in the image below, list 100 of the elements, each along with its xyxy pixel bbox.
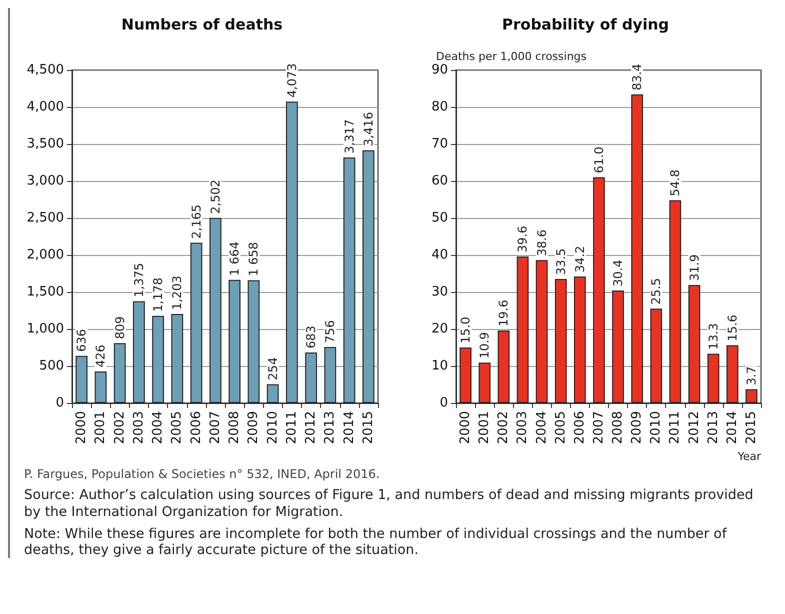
y-tick-label: 20 bbox=[431, 322, 448, 336]
x-tick-label: 2015 bbox=[360, 411, 376, 444]
x-tick-label: 2007 bbox=[208, 411, 223, 444]
x-tick-label: 2004 bbox=[150, 411, 166, 444]
bar bbox=[726, 345, 738, 403]
data-label: 13.3 bbox=[706, 323, 720, 350]
data-label: 426 bbox=[94, 344, 108, 368]
data-label: 1 658 bbox=[246, 242, 261, 276]
x-tick-label: 2008 bbox=[610, 411, 626, 444]
bar bbox=[612, 290, 624, 403]
chart-title: Probability of dying bbox=[502, 16, 670, 34]
data-label: 1,178 bbox=[151, 277, 166, 312]
bar bbox=[152, 316, 164, 403]
bar bbox=[688, 284, 700, 403]
bar bbox=[133, 301, 145, 403]
x-tick-label: 2015 bbox=[744, 411, 759, 444]
data-label: 3,317 bbox=[342, 119, 356, 154]
data-label: 3,416 bbox=[361, 112, 376, 146]
x-tick-label: 2003 bbox=[131, 411, 146, 444]
x-tick-label: 2013 bbox=[322, 411, 338, 444]
data-label: 39.6 bbox=[516, 226, 530, 252]
y-axis-title: Deaths per 1,000 crossings bbox=[436, 50, 587, 63]
x-tick-label: 2010 bbox=[648, 411, 664, 444]
bar bbox=[631, 94, 644, 403]
bar bbox=[266, 384, 279, 403]
data-label: 809 bbox=[112, 316, 127, 340]
x-tick-label: 2009 bbox=[246, 411, 262, 444]
data-label: 1,375 bbox=[132, 262, 146, 298]
x-tick-label: 2010 bbox=[265, 411, 280, 444]
data-label: 683 bbox=[304, 326, 318, 348]
data-label: 31.9 bbox=[687, 254, 702, 281]
bar bbox=[190, 242, 202, 403]
y-tick-label: 70 bbox=[431, 136, 448, 152]
bar bbox=[171, 314, 184, 403]
bar bbox=[286, 102, 298, 403]
y-tick-label: 30 bbox=[431, 284, 448, 300]
y-tick-label: 3,500 bbox=[26, 136, 64, 152]
bar bbox=[650, 308, 662, 403]
y-tick-label: 2,500 bbox=[26, 210, 64, 226]
x-tick-label: 2002 bbox=[496, 411, 512, 444]
bar bbox=[343, 158, 356, 403]
data-label: 61.0 bbox=[592, 146, 606, 174]
data-label: 25.5 bbox=[649, 278, 664, 305]
data-label: 15.0 bbox=[458, 316, 473, 344]
data-label: 1,203 bbox=[170, 276, 184, 310]
y-tick-label: 40 bbox=[431, 248, 448, 262]
bar bbox=[478, 362, 491, 403]
y-tick-label: 50 bbox=[431, 210, 448, 226]
y-tick-label: 10 bbox=[431, 358, 448, 374]
x-tick-label: 2014 bbox=[342, 411, 357, 444]
source-note: Source: Author’s calculation using sources of Figure 1, and numbers of dead and missing migrants provided by the International Organization for Migration. bbox=[24, 487, 754, 520]
y-tick-label: 0 bbox=[440, 396, 448, 410]
y-tick-label: 4,000 bbox=[26, 100, 64, 114]
text: Note: While these figures are incomplete for both the number of individual crossings and the number of deaths, they give a fairly accurate picture of the situation. bbox=[24, 526, 728, 558]
data-label: 34.2 bbox=[572, 246, 587, 272]
bar bbox=[593, 177, 605, 403]
y-tick-label: 1,500 bbox=[26, 284, 64, 300]
bar bbox=[516, 256, 529, 403]
y-tick-label: 1,000 bbox=[26, 322, 64, 336]
x-axis-title: Year bbox=[736, 450, 762, 463]
data-label: 636 bbox=[74, 329, 89, 352]
bar bbox=[210, 218, 222, 403]
data-label: 254 bbox=[266, 357, 280, 380]
y-tick-label: 80 bbox=[431, 100, 448, 114]
x-tick-label: 2013 bbox=[706, 411, 721, 444]
bar bbox=[707, 354, 720, 403]
x-tick-label: 2002 bbox=[112, 411, 128, 444]
data-label: 83.4 bbox=[630, 64, 644, 90]
y-tick-label: 3,000 bbox=[26, 174, 64, 188]
bar bbox=[76, 356, 88, 403]
x-tick-label: 2003 bbox=[515, 411, 530, 444]
x-tick-label: 2007 bbox=[591, 411, 606, 444]
bar bbox=[324, 347, 336, 403]
x-tick-label: 2006 bbox=[572, 411, 588, 444]
x-tick-label: 2014 bbox=[724, 411, 740, 444]
data-label: 19.6 bbox=[496, 300, 511, 326]
bar bbox=[114, 343, 126, 403]
bar bbox=[536, 260, 548, 403]
bar bbox=[669, 200, 682, 403]
x-tick-label: 2011 bbox=[668, 411, 683, 444]
y-tick-label: 500 bbox=[39, 358, 64, 374]
x-tick-label: 2000 bbox=[74, 411, 90, 444]
bar bbox=[228, 280, 240, 403]
bar bbox=[498, 330, 510, 403]
x-tick-label: 2011 bbox=[284, 411, 300, 444]
bar bbox=[362, 150, 374, 403]
x-tick-label: 2005 bbox=[170, 411, 185, 444]
data-label: 2,502 bbox=[208, 179, 222, 214]
x-tick-label: 2005 bbox=[553, 411, 568, 444]
y-tick-label: 2,000 bbox=[26, 248, 64, 262]
x-tick-label: 2008 bbox=[227, 411, 242, 444]
x-tick-label: 2006 bbox=[188, 411, 204, 444]
data-label: 3.7 bbox=[744, 366, 758, 386]
x-tick-label: 2000 bbox=[458, 411, 474, 444]
y-tick-label: 90 bbox=[431, 62, 448, 78]
x-tick-label: 2012 bbox=[686, 411, 702, 444]
data-label: 4,073 bbox=[284, 63, 299, 98]
x-tick-label: 2001 bbox=[477, 411, 492, 444]
bar bbox=[554, 279, 567, 403]
chart-title: Numbers of deaths bbox=[121, 16, 283, 34]
